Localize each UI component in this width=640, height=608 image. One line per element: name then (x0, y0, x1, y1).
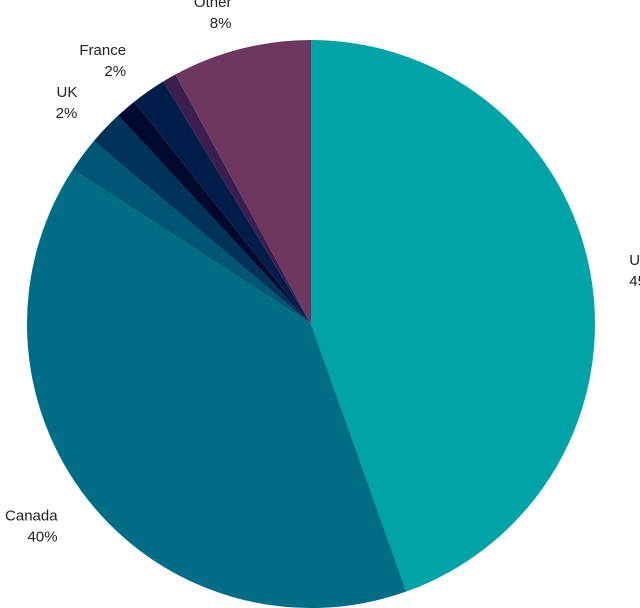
pie-slice-unlabeled-2 (72, 141, 312, 324)
pie-slice-unlabeled-6 (163, 74, 311, 324)
slice-value-us: 45% (629, 273, 640, 290)
slice-value-other: 8% (210, 15, 232, 32)
slice-label-canada: Canada (5, 507, 58, 524)
slice-label-france: France (79, 42, 126, 59)
pie-slice-canada (26, 169, 407, 608)
pie-slice-unlabeled-4 (118, 101, 311, 325)
slice-value-canada: 40% (28, 528, 58, 545)
pie-slice-us (311, 40, 595, 592)
pie-slice-other (175, 40, 311, 324)
slice-label-us: US (629, 252, 640, 269)
slice-label-uk: UK (56, 84, 77, 101)
pie-slice-uk (93, 115, 312, 324)
pie-slice-france (134, 81, 311, 325)
pie-labels: US 45% Canada 40% UK 2% France 2% Other 8% (5, 0, 640, 545)
slice-label-other: Other (194, 0, 232, 11)
slice-value-uk: 2% (56, 105, 78, 122)
pie-slices (26, 40, 595, 608)
slice-value-france: 2% (104, 63, 126, 80)
